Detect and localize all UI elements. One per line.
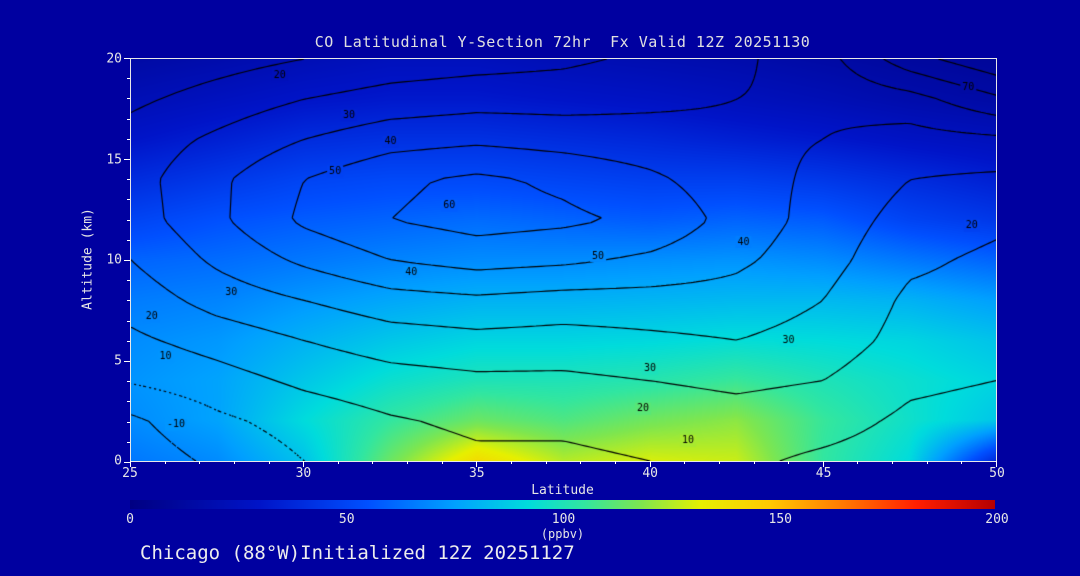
x-axis-tick	[441, 461, 443, 464]
y-axis-tick	[127, 78, 130, 80]
y-axis-tick	[124, 462, 130, 463]
y-axis-tick	[127, 320, 130, 322]
colorbar	[130, 500, 995, 509]
x-axis-tick	[164, 461, 166, 464]
x-axis-tick	[545, 461, 547, 464]
x-axis-tick	[407, 461, 409, 464]
y-axis-tick	[127, 340, 130, 342]
y-axis-tick	[127, 179, 130, 181]
x-axis-tick	[303, 461, 305, 467]
x-axis-tick	[996, 461, 997, 467]
y-axis-tick	[127, 98, 130, 100]
y-axis-tick	[124, 260, 130, 261]
y-axis-tick-marks	[122, 58, 130, 463]
y-axis-tick	[127, 421, 130, 423]
y-tick-label: 0	[114, 453, 122, 469]
colorbar-tick-label: 150	[768, 512, 792, 527]
x-axis-tick	[788, 461, 790, 464]
y-tick-label: 5	[114, 353, 122, 368]
y-axis-tick	[127, 118, 130, 120]
colorbar-tick-labels: 0 50 100 150 200	[126, 512, 1009, 527]
plot-area	[130, 58, 997, 462]
y-axis-tick	[127, 381, 130, 383]
x-axis-tick	[580, 461, 582, 464]
x-axis-tick	[926, 461, 928, 464]
contour-plot-canvas	[131, 59, 996, 461]
x-axis-tick	[822, 461, 824, 467]
x-axis-tick	[476, 461, 478, 467]
init-info-text: Chicago (88°W)Initialized 12Z 20251127	[140, 542, 575, 564]
x-tick-label: 30	[295, 466, 312, 481]
x-tick-label: 25	[122, 466, 138, 481]
x-axis-tick	[753, 461, 755, 464]
x-axis-tick	[199, 461, 201, 464]
colorbar-tick-label: 0	[126, 512, 134, 527]
x-tick-label: 35	[468, 466, 485, 481]
x-axis-tick	[649, 461, 651, 467]
y-axis-tick	[127, 219, 130, 221]
chart-title: CO Latitudinal Y-Section 72hr Fx Valid 1…	[314, 33, 811, 51]
x-axis-tick	[961, 461, 963, 464]
y-axis-tick	[127, 300, 130, 302]
x-axis-tick	[372, 461, 374, 464]
y-axis-tick	[127, 199, 130, 201]
x-axis-tick	[130, 461, 131, 467]
y-tick-label: 15	[106, 152, 122, 167]
y-axis-tick	[124, 58, 130, 59]
y-axis-tick	[127, 280, 130, 282]
x-axis-tick	[614, 461, 616, 464]
x-tick-label: 50	[989, 466, 1005, 481]
x-axis-tick	[684, 461, 686, 464]
x-axis-tick	[268, 461, 270, 464]
y-tick-label: 10	[106, 252, 122, 268]
y-axis-tick	[127, 441, 130, 443]
x-axis-tick	[233, 461, 235, 464]
x-tick-label: 45	[815, 466, 832, 481]
colorbar-tick-label: 100	[551, 512, 576, 527]
x-axis-title: Latitude	[531, 483, 594, 498]
y-axis-tick	[127, 138, 130, 140]
y-axis-tick	[127, 239, 130, 241]
colorbar-tick-label: 50	[338, 512, 355, 527]
x-axis-tick-marks	[130, 461, 997, 469]
y-tick-label: 20	[106, 51, 122, 67]
y-axis-tick	[124, 159, 130, 160]
colorbar-tick-label: 200	[985, 512, 1009, 527]
x-axis-tick	[718, 461, 720, 464]
y-axis-tick	[127, 401, 130, 403]
y-axis-tick-labels: 20 15 10 5 0	[94, 52, 124, 469]
x-axis-tick-labels: 25 30 35 40 45 50	[122, 466, 1005, 482]
y-axis-tick	[124, 361, 130, 362]
x-axis-tick	[511, 461, 513, 464]
x-axis-tick	[337, 461, 339, 464]
x-axis-tick	[892, 461, 894, 464]
x-tick-label: 40	[642, 466, 659, 481]
colorbar-units-label: (ppbv)	[540, 527, 585, 541]
x-axis-tick	[857, 461, 859, 464]
